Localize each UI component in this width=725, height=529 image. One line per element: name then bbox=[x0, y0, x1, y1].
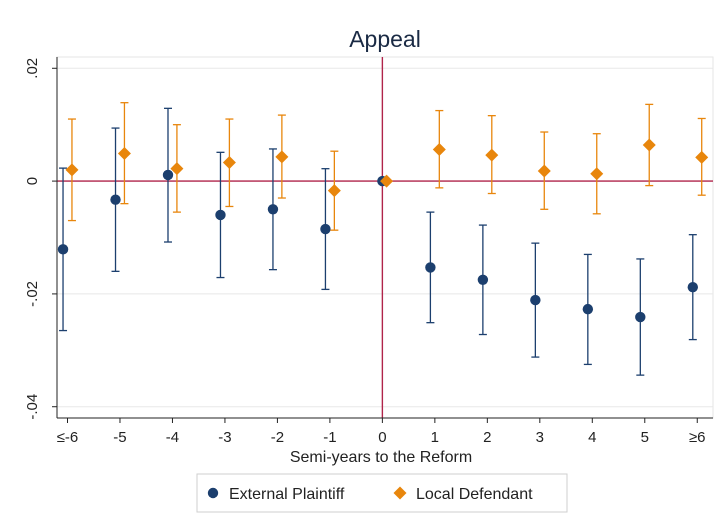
point-marker bbox=[327, 184, 341, 198]
point-marker bbox=[695, 150, 709, 164]
point-marker bbox=[380, 174, 394, 188]
point-marker bbox=[485, 148, 499, 162]
x-tick-label: 1 bbox=[431, 429, 439, 446]
series-external-plaintiff bbox=[57, 107, 698, 376]
x-tick-label: -2 bbox=[271, 429, 284, 446]
x-tick-label: -3 bbox=[218, 429, 231, 446]
legend: External Plaintiff Local Defendant bbox=[196, 473, 568, 513]
point-marker bbox=[162, 169, 174, 181]
legend-diamond-icon bbox=[393, 486, 407, 500]
point-marker bbox=[582, 303, 594, 315]
point-marker bbox=[222, 155, 236, 169]
point-marker bbox=[170, 162, 184, 176]
y-tick-label: 0 bbox=[24, 177, 41, 185]
point-marker bbox=[537, 164, 551, 178]
point-marker bbox=[320, 223, 331, 235]
legend-label: External Plaintiff bbox=[229, 486, 345, 503]
chart-title: Appeal bbox=[349, 26, 421, 52]
legend-item: Local Defendant bbox=[393, 486, 533, 503]
point-marker bbox=[110, 194, 121, 205]
point-marker bbox=[687, 281, 698, 293]
legend-label: Local Defendant bbox=[416, 486, 533, 503]
x-tick-label: ≤-6 bbox=[57, 429, 79, 446]
legend-item: External Plaintiff bbox=[207, 486, 345, 503]
point-marker bbox=[642, 138, 656, 152]
y-tick-label: -.04 bbox=[24, 394, 41, 420]
series-local-defendant bbox=[65, 102, 709, 231]
legend-circle-icon bbox=[207, 487, 219, 499]
point-marker bbox=[117, 146, 131, 160]
axes: .02 0 -.02 -.04 ≤-6 -5 -4 -3 -2 -1 0 1 2 3 4 5 ≥6 bbox=[24, 57, 713, 446]
x-tick-label: 2 bbox=[483, 429, 491, 446]
y-tick-label: -.02 bbox=[24, 281, 41, 307]
y-tick-label: .02 bbox=[24, 58, 41, 79]
x-tick-label: 3 bbox=[536, 429, 544, 446]
point-marker bbox=[215, 209, 226, 221]
x-axis-title: Semi-years to the Reform bbox=[290, 449, 472, 466]
x-tick-label: -5 bbox=[113, 429, 126, 446]
x-tick-label: -4 bbox=[166, 429, 179, 446]
x-tick-label: -1 bbox=[323, 429, 336, 446]
x-tick-label: 0 bbox=[378, 429, 386, 446]
point-marker bbox=[432, 143, 446, 157]
point-marker bbox=[267, 204, 279, 215]
point-marker bbox=[477, 274, 489, 286]
x-tick-label: ≥6 bbox=[689, 429, 706, 446]
data-marks bbox=[57, 102, 709, 376]
point-marker bbox=[635, 311, 646, 323]
legend-box bbox=[196, 473, 568, 513]
x-tick-label: 4 bbox=[588, 429, 596, 446]
point-marker bbox=[65, 163, 79, 177]
point-marker bbox=[425, 262, 436, 273]
point-marker bbox=[275, 150, 289, 164]
point-marker bbox=[57, 244, 69, 255]
point-marker bbox=[590, 167, 604, 181]
point-marker bbox=[530, 294, 541, 306]
x-tick-label: 5 bbox=[641, 429, 649, 446]
